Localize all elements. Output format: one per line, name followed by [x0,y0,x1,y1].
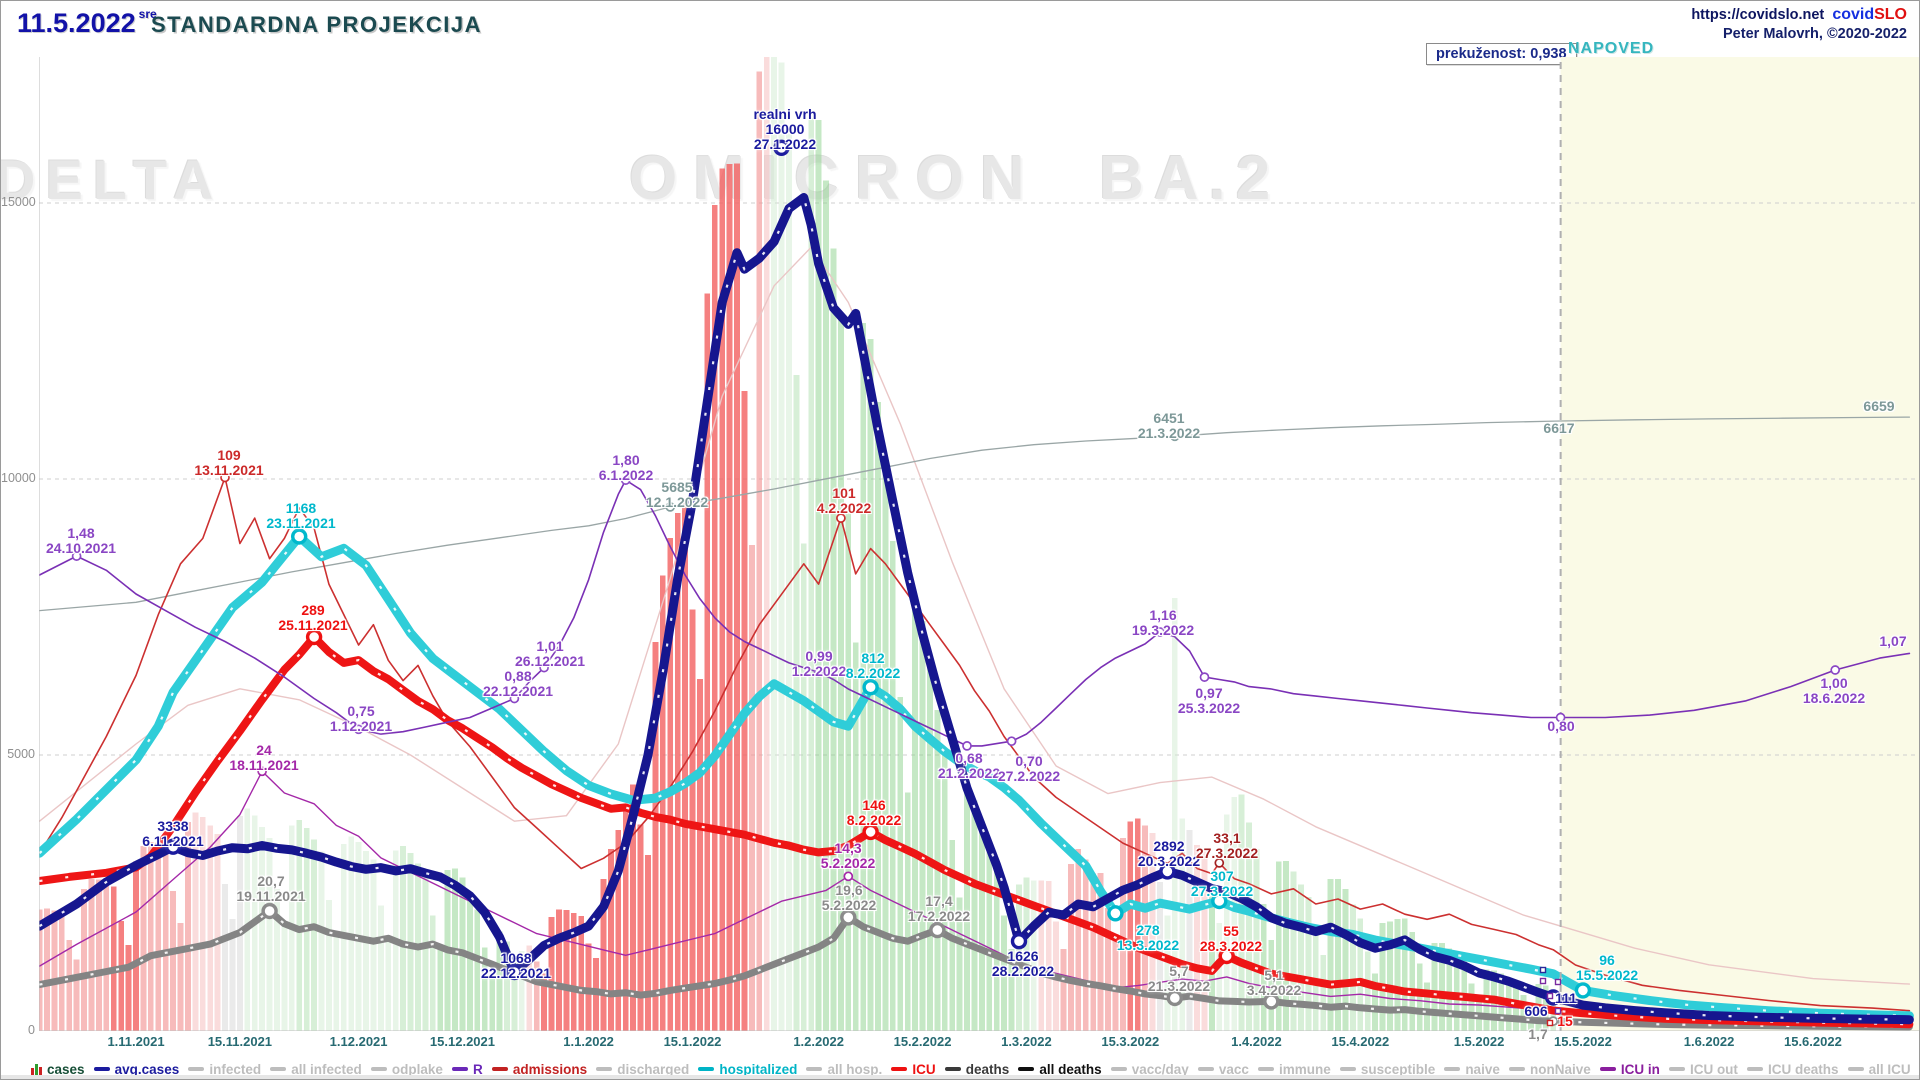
legend-label: ICU deaths [1768,1061,1839,1077]
legend-label: all ICU [1868,1061,1911,1077]
legend-label: infected [209,1061,262,1077]
brand-slo: SLO [1874,6,1907,23]
legend-label: hospitalized [719,1061,798,1077]
legend-item-all-icu: all ICU [1847,1061,1911,1077]
legend-line-icon [1668,1067,1685,1071]
legend-line-icon [93,1067,110,1071]
legend-label: deaths [965,1061,1010,1077]
legend-item-immune: immune [1258,1062,1331,1077]
legend-line-icon [1339,1067,1356,1071]
legend-label: vacc/day [1131,1061,1189,1077]
legend-line-icon [698,1067,715,1071]
brand-covid: covid [1832,6,1875,23]
legend-item-avg-cases: avg.cases [93,1061,180,1077]
legend-line-icon [370,1067,387,1071]
legend-label: all infected [291,1061,362,1077]
legend-item-deaths: deaths [944,1061,1010,1077]
legend-label: admissions [512,1061,588,1077]
legend-line-icon [1847,1067,1864,1071]
legend-item-icu: ICU [891,1061,936,1077]
legend-item-naive: naive [1444,1062,1500,1077]
legend-line-icon [1110,1067,1127,1071]
legend-line-icon [1018,1067,1035,1071]
legend-line-icon [188,1067,205,1071]
legend-item-hospitalized: hospitalized [698,1062,797,1077]
legend-line-icon [944,1067,961,1071]
legend-line-icon [596,1067,613,1071]
legend-label: susceptible [1360,1061,1436,1077]
forecast-label: NAPOVED [1568,40,1655,57]
legend-line-icon [806,1067,823,1071]
immunity-badge: prekuženost: 0,938 [1426,43,1577,65]
legend-line-icon [1599,1067,1616,1071]
legend-line-icon [491,1067,508,1071]
legend-label: all deaths [1039,1061,1102,1077]
legend-label: ICU in [1620,1061,1660,1077]
legend-label: discharged [617,1061,690,1077]
chart-legend: cases avg.cases infected all infected odplak… [31,1058,1911,1079]
legend-label: R [472,1061,483,1077]
legend-label: ICU [912,1061,936,1077]
legend-label: immune [1279,1061,1331,1077]
legend-item-vacc-day: vacc/day [1110,1061,1189,1077]
legend-item-icu-in: ICU in [1599,1061,1660,1077]
legend-label: avg.cases [114,1061,180,1077]
legend-item-nonnaive: nonNaive [1508,1061,1591,1077]
bottom-band [1,1075,1919,1079]
legend-label: odplake [391,1061,443,1077]
legend-item-infected: infected [188,1062,261,1077]
legend-line-icon [451,1067,468,1071]
legend-line-icon [1258,1067,1275,1071]
legend-label: all hosp. [827,1061,883,1077]
legend-label: nonNaive [1529,1061,1591,1077]
legend-label: naive [1465,1061,1500,1077]
legend-item-all-deaths: all deaths [1018,1061,1102,1077]
legend-item-all-hosp-: all hosp. [806,1062,882,1077]
legend-item-discharged: discharged [596,1062,689,1077]
legend-line-icon [1747,1067,1764,1071]
site-url-link[interactable]: https://covidslo.net covidSLO [1691,6,1907,23]
legend-line-icon [891,1067,908,1071]
legend-item-susceptible: susceptible [1339,1061,1436,1077]
legend-item-icu-deaths: ICU deaths [1747,1062,1839,1077]
legend-item-vacc: vacc [1197,1061,1249,1077]
page-title: STANDARDNA PROJEKCIJA [151,12,482,37]
legend-item-odplake: odplake [370,1061,443,1077]
watermark-ba2: BA.2 [1099,144,1281,213]
legend-line-icon [1197,1067,1214,1071]
legend-label: vacc [1218,1061,1249,1077]
legend-line-icon [1508,1067,1525,1071]
legend-item-icu-out: ICU out [1668,1061,1738,1077]
legend-item-admissions: admissions [491,1061,588,1077]
legend-item-cases: cases [31,1062,85,1077]
legend-label: ICU out [1689,1061,1738,1077]
watermark-delta: DELTA [0,148,224,211]
legend-item-all-infected: all infected [270,1062,362,1077]
legend-line-icon [270,1067,287,1071]
legend-label: cases [47,1061,85,1077]
legend-line-icon [1444,1067,1461,1071]
report-date: 11.5.2022 sre [17,7,157,38]
copyright: Peter Malovrh, ©2020-2022 [1723,26,1907,42]
cases-bars-icon [31,1063,42,1076]
weekday-label: sre [138,7,157,21]
legend-item-r: R [451,1061,483,1077]
